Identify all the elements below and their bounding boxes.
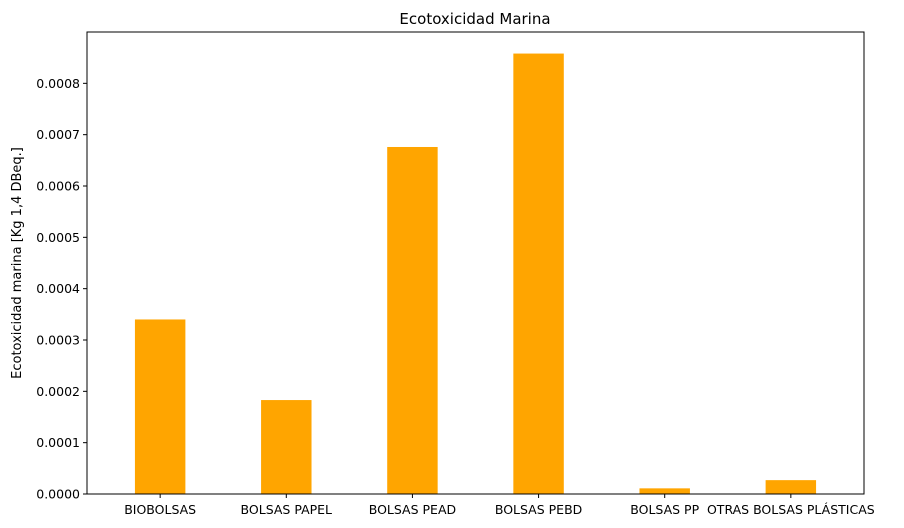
chart-title: Ecotoxicidad Marina bbox=[399, 10, 550, 28]
x-tick-label: BOLSAS PEAD bbox=[369, 502, 456, 517]
bar-bolsas-pead bbox=[387, 146, 438, 494]
y-tick-label: 0.0004 bbox=[36, 281, 80, 296]
y-tick-label: 0.0006 bbox=[36, 179, 80, 194]
bar-bolsas-papel bbox=[261, 400, 312, 494]
y-tick-label: 0.0000 bbox=[36, 487, 80, 502]
y-tick-label: 0.0007 bbox=[36, 127, 80, 142]
x-tick-label: OTRAS BOLSAS PLÁSTICAS bbox=[707, 502, 875, 517]
x-ticks-group: BIOBOLSAS BOLSAS PAPEL BOLSAS PEAD BOLSAS P… bbox=[124, 494, 875, 517]
y-tick-label: 0.0003 bbox=[36, 333, 80, 348]
bar-biobolsas bbox=[134, 319, 186, 494]
y-ticks-group: 0.0000 0.0001 0.0002 0.0003 0.0004 0.0005 0.00… bbox=[36, 76, 87, 502]
y-tick-label: 0.0008 bbox=[36, 76, 80, 91]
x-tick-label: BOLSAS PEBD bbox=[495, 502, 582, 517]
bar-otras-bolsas-pl-sticas bbox=[765, 480, 817, 494]
bars-group bbox=[134, 53, 817, 495]
plot-frame bbox=[86, 31, 865, 495]
bar-bolsas-pp bbox=[639, 488, 690, 494]
x-tick-label: BIOBOLSAS bbox=[124, 502, 196, 517]
x-tick-label: BOLSAS PP bbox=[630, 502, 699, 517]
y-tick-label: 0.0002 bbox=[36, 384, 80, 399]
y-axis-label: Ecotoxicidad marina [Kg 1,4 DBeq.] bbox=[10, 147, 25, 379]
y-tick-label: 0.0005 bbox=[36, 230, 80, 245]
x-tick-label: BOLSAS PAPEL bbox=[241, 502, 333, 517]
bar-bolsas-pebd bbox=[513, 53, 564, 495]
y-tick-label: 0.0001 bbox=[36, 435, 80, 450]
